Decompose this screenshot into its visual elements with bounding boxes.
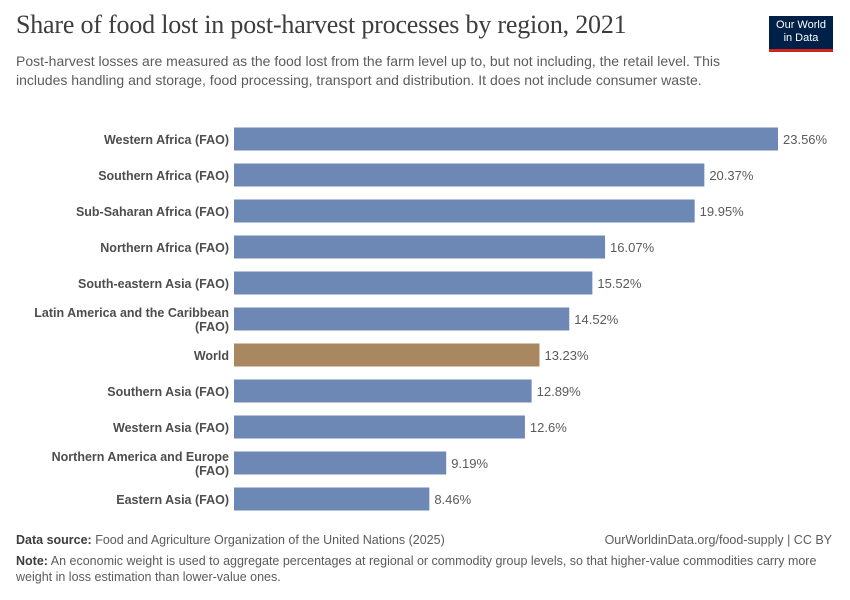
bar[interactable]	[234, 451, 447, 475]
bar[interactable]	[234, 307, 570, 331]
source-text: Food and Agriculture Organization of the…	[95, 533, 445, 547]
value-label: 8.46%	[434, 492, 471, 507]
bar[interactable]	[234, 343, 540, 367]
value-label: 15.52%	[597, 276, 642, 291]
note-text: An economic weight is used to aggregate …	[16, 554, 817, 584]
value-label: 20.37%	[709, 168, 754, 183]
category-label: Southern Asia (FAO)	[107, 385, 229, 399]
value-label: 23.56%	[783, 132, 828, 147]
value-label: 9.19%	[451, 456, 488, 471]
category-label: World	[194, 349, 229, 363]
value-label: 16.07%	[610, 240, 655, 255]
category-label: Southern Africa (FAO)	[98, 169, 229, 183]
note-label: Note:	[16, 554, 48, 568]
value-label: 13.23%	[544, 348, 589, 363]
value-label: 12.6%	[530, 420, 567, 435]
bar[interactable]	[234, 163, 705, 187]
source-label: Data source:	[16, 533, 92, 547]
chart-subtitle: Post-harvest losses are measured as the …	[16, 53, 720, 88]
data-source: Data source: Food and Agriculture Organi…	[16, 532, 445, 548]
category-label: Eastern Asia (FAO)	[116, 493, 229, 507]
category-label: Northern Africa (FAO)	[100, 241, 229, 255]
category-label: Northern America and Europe (FAO)	[52, 450, 229, 478]
logo-text: Our World in Data	[776, 19, 826, 44]
bar[interactable]	[234, 199, 695, 223]
owid-logo[interactable]: Our World in Data	[769, 16, 833, 52]
bar[interactable]	[234, 415, 525, 439]
bar[interactable]	[234, 271, 593, 295]
category-label: Latin America and the Caribbean (FAO)	[34, 306, 229, 334]
value-label: 14.52%	[574, 312, 619, 327]
bar[interactable]	[234, 487, 430, 511]
source-url[interactable]: OurWorldinData.org/food-supply | CC BY	[604, 533, 832, 547]
bar[interactable]	[234, 127, 778, 151]
category-label: Sub-Saharan Africa (FAO)	[76, 205, 229, 219]
category-label: South-eastern Asia (FAO)	[78, 277, 229, 291]
value-label: 19.95%	[700, 204, 745, 219]
bar[interactable]	[234, 235, 606, 259]
category-label: Western Africa (FAO)	[104, 133, 229, 147]
category-label: Western Asia (FAO)	[113, 421, 229, 435]
value-label: 12.89%	[537, 384, 582, 399]
bar[interactable]	[234, 379, 532, 403]
note: Note: An economic weight is used to aggr…	[16, 553, 826, 585]
chart-title: Share of food lost in post-harvest proce…	[16, 10, 627, 39]
